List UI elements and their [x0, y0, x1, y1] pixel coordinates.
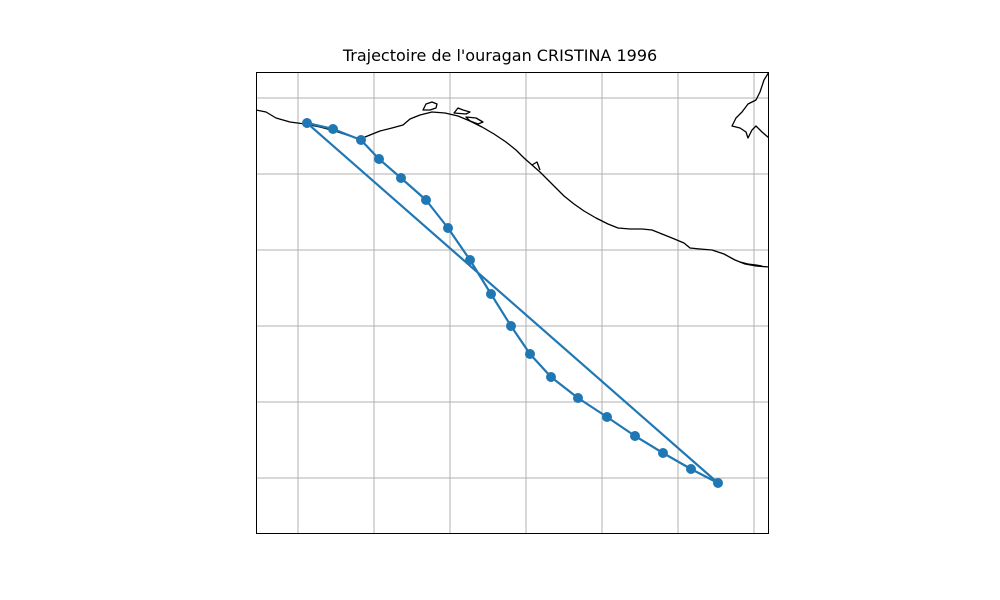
- track-point-1: [302, 118, 312, 128]
- map-axes: [256, 72, 769, 534]
- map-frame: [256, 72, 769, 534]
- track-point-7: [443, 223, 453, 233]
- gridlines: [256, 72, 769, 534]
- track-line: [306, 121, 720, 485]
- track-point-3: [356, 135, 366, 145]
- coastline-islet-1: [422, 101, 438, 111]
- track-point-15: [630, 431, 640, 441]
- track-point-14: [602, 412, 612, 422]
- coastline-lagoon: [465, 116, 484, 125]
- track-point-6: [421, 195, 431, 205]
- track-point-4: [374, 154, 384, 164]
- hurricane-track: [302, 118, 723, 488]
- track-point-10: [506, 321, 516, 331]
- track-point-16: [658, 448, 668, 458]
- track-point-12: [546, 372, 556, 382]
- track-point-2: [328, 124, 338, 134]
- track-point-9: [486, 289, 496, 299]
- track-points: [302, 118, 723, 488]
- coastline-gulf-east: [731, 72, 769, 139]
- track-point-13: [573, 393, 583, 403]
- track-point-17: [686, 464, 696, 474]
- track-point-8: [465, 255, 475, 265]
- track-point-18: [713, 478, 723, 488]
- track-point-5: [396, 173, 406, 183]
- map-title: Trajectoire de l'ouragan CRISTINA 1996: [342, 46, 658, 65]
- coastline-east-fragment: [739, 261, 763, 267]
- track-point-11: [525, 349, 535, 359]
- coastline-inlet: [531, 161, 541, 171]
- coastline-islet-2: [453, 107, 471, 115]
- coastline: [256, 72, 769, 268]
